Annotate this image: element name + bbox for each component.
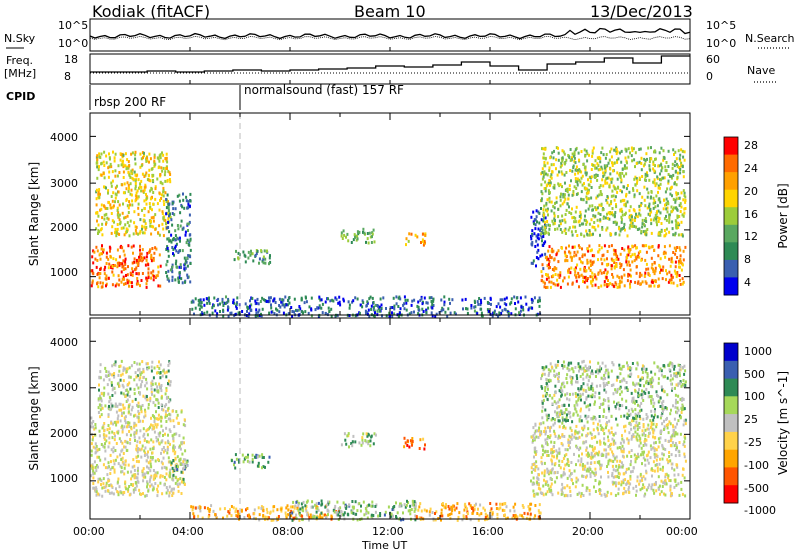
freq-tick-left-top: 18 (64, 53, 78, 66)
velocity-cbar-tick-1000: 1000 (744, 345, 772, 358)
radar-title: Kodiak (fitACF) (92, 2, 211, 21)
xtick-3: 12:00 (372, 525, 404, 538)
velocity-cbar-tick-100: 100 (744, 390, 765, 403)
power-cbar-tick-20: 20 (744, 185, 758, 198)
velocity-colorbar-band-8 (724, 485, 738, 504)
date-title: 13/Dec/2013 (590, 2, 693, 21)
velocity-colorbar-band-5 (724, 431, 738, 451)
velocity-colorbar-band-7 (724, 467, 738, 486)
power-colorbar-band-5 (724, 224, 738, 243)
xtick-1: 04:00 (172, 525, 204, 538)
velocity-echo-region-4 (340, 432, 377, 449)
cpid-label: CPID (6, 90, 36, 103)
velocity-echo-region-1 (97, 359, 172, 410)
xtick-0: 00:00 (73, 525, 105, 538)
nsearch-trace (89, 35, 691, 41)
power-cbar-tick-12: 12 (744, 230, 758, 243)
freq-label-2: [MHz] (4, 67, 37, 80)
power-ytick-1000: 1000 (50, 266, 78, 279)
velocity-ytick-2000: 2000 (50, 427, 78, 440)
cpid-segment-2: normalsound (fast) 157 RF (244, 83, 404, 97)
power-colorbar-band-3 (724, 189, 738, 208)
xtick-4: 16:00 (472, 525, 504, 538)
velocity-cbar-tick-m25: -25 (744, 436, 762, 449)
velocity-cbar-tick-m100: -100 (744, 459, 769, 472)
power-colorbar-band-2 (724, 172, 738, 191)
velocity-echo-region-10 (540, 359, 687, 424)
power-colorbar-band-8 (724, 277, 738, 296)
velocity-echo-region-9 (530, 420, 687, 498)
power-ylabel: Slant Range [km] (27, 162, 41, 266)
power-cbar-tick-28: 28 (744, 139, 758, 152)
velocity-colorbar-band-6 (724, 449, 738, 468)
power-echo-region-1 (95, 150, 172, 238)
power-echo-region-2 (165, 192, 192, 285)
velocity-cbar-tick-500: 500 (744, 368, 765, 381)
power-colorbar-frame (723, 136, 739, 296)
power-ytick-2000: 2000 (50, 221, 78, 234)
power-colorbar-band-4 (724, 207, 738, 226)
freq-nave-frame (89, 53, 691, 85)
velocity-ytick-1000: 1000 (50, 472, 78, 485)
velocity-cbar-tick-m1000: -1000 (744, 504, 776, 517)
beam-title: Beam 10 (354, 2, 426, 21)
velocity-colorbar-band-0 (724, 343, 738, 362)
velocity-colorbar-band-1 (724, 360, 738, 380)
power-colorbar-band-7 (724, 259, 738, 278)
freq-tick-left-bottom: 8 (64, 70, 71, 83)
velocity-ylabel: Slant Range [km] (27, 366, 41, 470)
velocity-colorbar-band-2 (724, 378, 738, 397)
power-ytick-4000: 4000 (50, 131, 78, 144)
velocity-echo-region-2 (170, 458, 189, 483)
velocity-colorbar-band-3 (724, 396, 738, 415)
sky-tick-right-bottom: 10^0 (706, 37, 737, 50)
power-echo-region-5 (405, 232, 427, 247)
freq-tick-right-bottom: 0 (706, 70, 713, 83)
power-cbar-tick-16: 16 (744, 208, 758, 221)
sky-tick-left-top: 10^5 (58, 19, 89, 32)
power-colorbar-band-1 (724, 154, 738, 173)
velocity-echo-region-0 (90, 406, 187, 498)
xtick-5: 20:00 (572, 525, 604, 538)
power-colorbar-band-0 (724, 137, 738, 156)
velocity-cbar-tick-25: 25 (744, 413, 758, 426)
power-colorbar-band-6 (724, 242, 738, 261)
nsky-trace (89, 27, 691, 40)
velocity-echo-region-5 (403, 436, 426, 451)
nsearch-label: N.Search (745, 32, 795, 45)
power-cbar-tick-8: 8 (744, 253, 751, 266)
power-colorbar-label: Power [dB] (776, 183, 790, 248)
cpid-segment-1: rbsp 200 RF (94, 95, 167, 109)
velocity-plot-bg (90, 318, 690, 519)
velocity-ytick-4000: 4000 (50, 336, 78, 349)
nave-label: Nave (747, 64, 776, 77)
power-ytick-3000: 3000 (50, 177, 78, 190)
sky-tick-right-top: 10^5 (706, 19, 737, 32)
velocity-colorbar-label: Velocity [m s^-1] (776, 371, 790, 475)
power-echo-region-0 (90, 244, 162, 289)
freq-label-1: Freq. (6, 54, 34, 67)
x-axis-label: Time UT (362, 539, 408, 552)
freq-tick-right-top: 60 (706, 53, 720, 66)
velocity-ytick-3000: 3000 (50, 381, 78, 394)
sky-tick-left-bottom: 10^0 (58, 37, 89, 50)
nave-trace (90, 55, 690, 73)
power-echo-region-9 (540, 146, 687, 238)
power-echo-region-6 (190, 295, 542, 318)
velocity-echo-region-3 (230, 453, 271, 470)
power-cbar-tick-4: 4 (744, 276, 751, 289)
power-echo-region-4 (340, 227, 376, 245)
velocity-colorbar-frame (723, 342, 739, 504)
power-cbar-tick-24: 24 (744, 162, 758, 175)
nsky-label: N.Sky (4, 32, 36, 45)
velocity-colorbar-band-4 (724, 414, 738, 433)
velocity-cbar-tick-m500: -500 (744, 482, 769, 495)
xtick-2: 08:00 (272, 525, 304, 538)
xtick-6: 00:00 (666, 525, 698, 538)
power-echo-region-8 (540, 244, 687, 289)
